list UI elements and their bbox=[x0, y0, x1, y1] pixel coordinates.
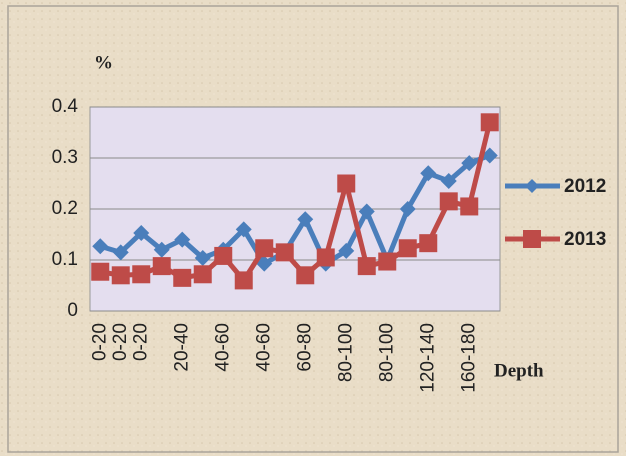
data-point bbox=[234, 271, 253, 290]
data-point bbox=[91, 262, 110, 281]
data-point bbox=[235, 221, 252, 238]
x-tick-label: 40-60 bbox=[212, 323, 233, 372]
x-axis-label: Depth bbox=[494, 360, 544, 381]
data-point bbox=[419, 234, 438, 253]
data-point bbox=[378, 252, 397, 271]
data-point bbox=[92, 238, 109, 255]
data-point bbox=[461, 155, 478, 172]
data-point bbox=[193, 265, 212, 284]
data-point bbox=[480, 113, 499, 132]
data-point bbox=[440, 172, 457, 189]
data-point bbox=[337, 174, 356, 193]
x-tick-label: 0-20 bbox=[110, 323, 131, 361]
data-point bbox=[439, 192, 458, 211]
data-point bbox=[214, 246, 233, 265]
y-tick-label: 0.1 bbox=[52, 249, 78, 270]
data-point bbox=[275, 243, 294, 262]
data-point bbox=[398, 239, 417, 258]
data-point bbox=[481, 147, 498, 164]
legend-label: 2013 bbox=[564, 229, 606, 250]
data-point bbox=[174, 231, 191, 248]
data-point bbox=[153, 241, 170, 258]
x-tick-label: 160-180 bbox=[458, 323, 479, 393]
data-point bbox=[112, 244, 129, 261]
data-point bbox=[316, 248, 335, 267]
y-tick-label: 0 bbox=[67, 300, 78, 321]
data-point bbox=[357, 257, 376, 276]
data-point bbox=[460, 197, 479, 216]
data-point bbox=[255, 239, 274, 258]
data-point bbox=[338, 242, 355, 259]
data-point bbox=[132, 265, 151, 284]
x-tick-label: 0-20 bbox=[130, 323, 151, 361]
data-point bbox=[173, 268, 192, 287]
x-tick-label: 20-40 bbox=[171, 323, 192, 372]
y-tick-label: 0.4 bbox=[52, 96, 79, 117]
chart-border bbox=[7, 5, 619, 453]
x-tick-label: 80-100 bbox=[376, 323, 397, 382]
x-tick-label: 40-60 bbox=[253, 323, 274, 372]
data-point bbox=[420, 165, 437, 182]
x-tick-label: 60-80 bbox=[294, 323, 315, 372]
data-point bbox=[358, 203, 375, 220]
data-point bbox=[111, 266, 130, 285]
data-point bbox=[194, 249, 211, 266]
data-point bbox=[256, 255, 273, 272]
y-axis-label: % bbox=[94, 52, 113, 73]
x-tick-label: 80-100 bbox=[335, 323, 356, 382]
data-point bbox=[297, 211, 314, 228]
data-point bbox=[296, 266, 315, 285]
data-point bbox=[133, 224, 150, 241]
legend-marker bbox=[523, 230, 541, 248]
y-tick-label: 0.2 bbox=[52, 198, 78, 219]
legend-label: 2012 bbox=[564, 176, 606, 197]
data-point bbox=[399, 201, 416, 217]
data-point bbox=[152, 257, 171, 276]
y-tick-label: 0.3 bbox=[52, 147, 78, 168]
x-tick-label: 0-20 bbox=[89, 323, 110, 361]
x-tick-label: 120-140 bbox=[417, 323, 438, 393]
legend-marker bbox=[525, 179, 539, 193]
